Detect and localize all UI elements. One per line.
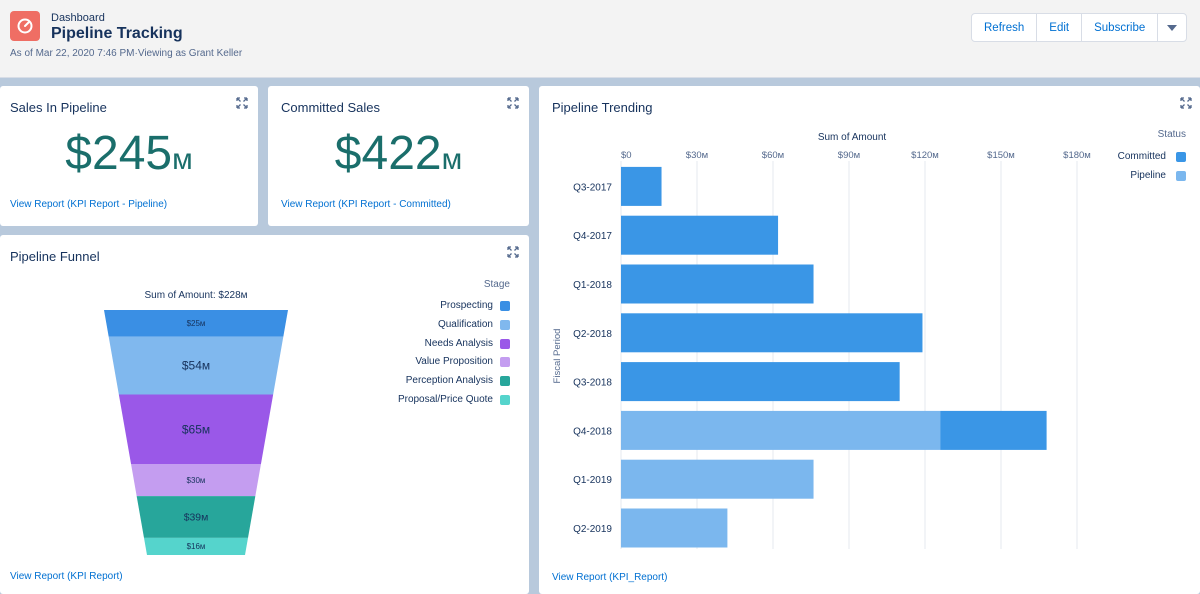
view-report-link[interactable]: View Report (KPI Report - Pipeline): [10, 199, 168, 210]
funnel-segment-label: $16м: [187, 542, 206, 551]
x-tick-label: $30м: [686, 150, 708, 161]
kpi-amount: $422: [334, 127, 442, 180]
funnel-segment-label: $25м: [187, 319, 206, 328]
funnel-segment-label: $30м: [187, 476, 206, 485]
funnel-title: Sum of Amount: $228м: [144, 290, 247, 301]
bar-committed[interactable]: [621, 264, 814, 304]
legend-item[interactable]: Value Proposition: [415, 356, 493, 368]
expand-icon[interactable]: [507, 246, 519, 258]
category-label: Q4-2017: [573, 231, 612, 242]
pipeline-trending-card: Pipeline Trending Sum of Amount $0 $30м $60…: [539, 86, 1200, 594]
page-title: Pipeline Tracking: [51, 25, 183, 42]
legend-swatch: [500, 357, 510, 368]
legend-item[interactable]: Needs Analysis: [424, 337, 493, 349]
legend-item[interactable]: Prospecting: [440, 300, 493, 311]
funnel-segment[interactable]: [131, 464, 261, 497]
bar-committed[interactable]: [621, 313, 923, 353]
funnel-segment-label: $54м: [182, 359, 210, 373]
category-label: Q1-2018: [573, 280, 612, 291]
view-report-link[interactable]: View Report (KPI_Report): [552, 572, 668, 583]
edit-button[interactable]: Edit: [1037, 14, 1083, 41]
legend-title: Stage: [483, 279, 510, 290]
legend-swatch: [500, 338, 510, 349]
funnel-segment-label: $39м: [184, 512, 209, 523]
category-label: Q3-2018: [573, 378, 612, 389]
more-actions-dropdown[interactable]: [1158, 14, 1186, 41]
funnel-segment[interactable]: [136, 496, 256, 538]
x-tick-label: $60м: [762, 150, 784, 161]
kpi-unit: м: [172, 143, 193, 176]
x-tick-label: $150м: [987, 150, 1015, 161]
kpi-value: $422м: [268, 126, 529, 181]
funnel-segment[interactable]: [104, 310, 288, 337]
category-label: Q2-2019: [573, 524, 612, 535]
legend-item[interactable]: Perception Analysis: [405, 375, 493, 387]
legend-swatch: [500, 395, 510, 405]
bar-committed[interactable]: [621, 215, 779, 255]
subscribe-button[interactable]: Subscribe: [1082, 14, 1159, 41]
funnel-segment[interactable]: [108, 336, 284, 395]
category-label: Q2-2018: [573, 329, 612, 340]
x-tick-label: $90м: [838, 150, 860, 161]
chart-title: Sum of Amount: [818, 132, 887, 143]
y-axis-label: Fiscal Period: [552, 329, 563, 384]
page-header: Dashboard Pipeline Tracking As of Mar 22…: [0, 0, 1200, 78]
category-label: Q3-2017: [573, 182, 612, 193]
committed-sales-card: Committed Sales $422м View Report (KPI R…: [268, 86, 529, 226]
legend-item[interactable]: Committed: [1117, 151, 1166, 162]
legend-item[interactable]: Qualification: [437, 318, 493, 330]
expand-icon[interactable]: [507, 97, 519, 109]
page-subtitle: As of Mar 22, 2020 7:46 PM·Viewing as Gr…: [10, 48, 243, 59]
category-label: Q1-2019: [573, 475, 612, 486]
view-report-link[interactable]: View Report (KPI Report - Committed): [281, 199, 451, 210]
bar-pipeline[interactable]: [621, 410, 941, 450]
bar-committed[interactable]: [621, 166, 662, 206]
funnel-segment[interactable]: [143, 537, 249, 555]
dashboard-gauge-icon: [10, 11, 40, 41]
legend-item[interactable]: Proposal/Price Quote: [397, 394, 493, 405]
category-label: Q4-2018: [573, 426, 612, 437]
header-button-group: Refresh Edit Subscribe: [971, 13, 1188, 42]
legend-title: Status: [1157, 129, 1186, 140]
legend-item[interactable]: Pipeline: [1130, 170, 1166, 181]
expand-icon[interactable]: [1180, 97, 1192, 109]
card-title: Sales In Pipeline: [10, 100, 107, 115]
legend-swatch: [500, 319, 510, 330]
sales-in-pipeline-card: Sales In Pipeline $245м View Report (KPI…: [0, 86, 258, 226]
bar-committed[interactable]: [940, 410, 1047, 450]
pipeline-funnel-card: Pipeline Funnel Sum of Amount: $228м $25м…: [0, 235, 529, 594]
funnel-segment[interactable]: [118, 394, 274, 465]
bar-pipeline[interactable]: [621, 508, 728, 548]
legend-swatch: [500, 301, 510, 311]
legend-swatch: [1176, 171, 1186, 181]
card-title: Pipeline Funnel: [10, 249, 100, 264]
kpi-amount: $245: [65, 127, 173, 180]
caret-down-icon: [1167, 24, 1178, 31]
funnel-chart: Sum of Amount: $228м $25м $54м $65м $30м $39м…: [104, 290, 288, 555]
legend-swatch: [500, 376, 510, 387]
refresh-button[interactable]: Refresh: [972, 14, 1038, 41]
kpi-value: $245м: [0, 126, 258, 181]
x-tick-label: $0: [621, 150, 632, 161]
legend-swatch: [1176, 152, 1186, 162]
x-tick-label: $180м: [1063, 150, 1091, 161]
bar-pipeline[interactable]: [621, 459, 814, 499]
expand-icon[interactable]: [236, 97, 248, 109]
bar-committed[interactable]: [621, 362, 900, 402]
x-tick-label: $120м: [911, 150, 939, 161]
funnel-segment-label: $65м: [182, 422, 210, 436]
kpi-unit: м: [441, 143, 463, 176]
card-title: Committed Sales: [281, 100, 380, 115]
pipeline-trending-chart: Sum of Amount $0 $30м $60м $90м $120м $150м $18…: [552, 132, 1091, 549]
breadcrumb: Dashboard: [51, 12, 105, 24]
card-title: Pipeline Trending: [552, 100, 653, 115]
view-report-link[interactable]: View Report (KPI Report): [10, 571, 123, 582]
